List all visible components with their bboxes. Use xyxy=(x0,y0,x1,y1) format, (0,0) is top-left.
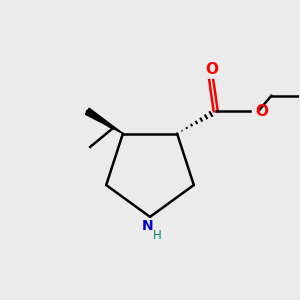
Text: N: N xyxy=(142,219,153,233)
Polygon shape xyxy=(85,108,123,134)
Text: O: O xyxy=(205,62,218,77)
Text: H: H xyxy=(153,230,162,242)
Text: O: O xyxy=(255,104,268,119)
